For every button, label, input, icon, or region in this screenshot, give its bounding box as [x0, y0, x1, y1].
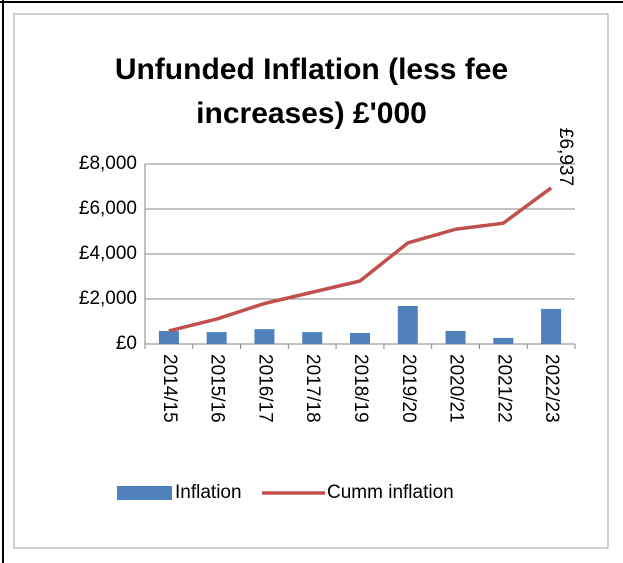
- x-tick-label: 2022/23: [541, 354, 562, 423]
- bar: [206, 332, 227, 344]
- bar: [541, 308, 562, 344]
- chart-title: Unfunded Inflation (less fee increases) …: [114, 53, 509, 130]
- x-tick-label: 2015/16: [207, 354, 228, 423]
- legend-label: Cumm inflation: [327, 482, 454, 503]
- x-tick-label: 2014/15: [159, 354, 180, 423]
- chart-border: [13, 13, 609, 549]
- bar: [158, 330, 179, 344]
- x-tick-label: 2017/18: [302, 354, 323, 423]
- y-tick-label: £6,000: [79, 198, 137, 219]
- data-label: £6,937: [555, 128, 576, 186]
- x-tick-label: 2016/17: [254, 354, 275, 423]
- x-tick-label: 2018/19: [350, 354, 371, 423]
- x-tick-label: 2021/22: [493, 354, 514, 423]
- bar: [254, 329, 275, 344]
- y-tick-label: £4,000: [79, 243, 137, 264]
- y-tick-label: £8,000: [79, 153, 137, 174]
- bar: [493, 337, 514, 344]
- line: [168, 186, 553, 333]
- bar: [350, 332, 370, 344]
- legend-label: Inflation: [175, 482, 242, 503]
- bar: [302, 332, 323, 344]
- y-tick-label: £2,000: [79, 288, 137, 309]
- bar: [445, 330, 466, 344]
- x-tick-label: 2019/20: [398, 354, 419, 423]
- y-tick-label: £0: [116, 333, 137, 354]
- bar: [397, 305, 418, 344]
- legend-swatch: [117, 486, 172, 500]
- x-tick-label: 2020/21: [446, 354, 467, 423]
